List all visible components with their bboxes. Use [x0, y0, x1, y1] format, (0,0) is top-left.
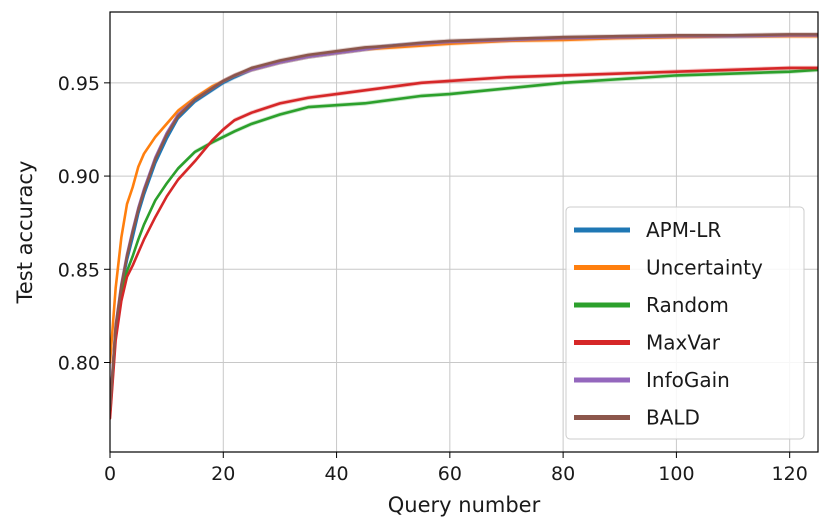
y-tick-label: 0.95 — [58, 73, 100, 95]
x-tick-label: 0 — [104, 463, 116, 485]
series-line-bald — [110, 33, 818, 411]
y-axis-title: Test accuracy — [13, 161, 37, 305]
x-axis-title: Query number — [388, 493, 541, 517]
legend-label-bald: BALD — [646, 406, 700, 430]
plot-frame — [109, 11, 819, 453]
legend-label-maxvar: MaxVar — [646, 331, 721, 355]
x-tick-label: 80 — [551, 463, 575, 485]
series-line-maxvar — [110, 66, 818, 420]
series-line-random — [110, 68, 818, 417]
y-tick-label: 0.90 — [58, 166, 100, 188]
x-tick-label: 20 — [211, 463, 235, 485]
grid — [109, 12, 818, 452]
y-tick-label: 0.85 — [58, 259, 100, 281]
x-tick-label: 40 — [324, 463, 348, 485]
x-tick-label: 120 — [772, 463, 808, 485]
x-tick-label: 100 — [658, 463, 694, 485]
y-tick-label: 0.80 — [58, 353, 100, 375]
legend-label-uncertainty: Uncertainty — [646, 256, 763, 280]
legend-label-apm-lr: APM-LR — [646, 218, 721, 242]
axis-ticks: 0 20 40 60 80 100 120 0.80 0.85 0.90 0.95 — [58, 73, 808, 485]
x-tick-label: 60 — [438, 463, 462, 485]
legend-label-random: Random — [646, 293, 729, 317]
legend-label-infogain: InfoGain — [646, 368, 730, 392]
legend: APM-LR Uncertainty Random MaxVar InfoGain BAL… — [565, 206, 805, 440]
series-group — [110, 32, 818, 421]
